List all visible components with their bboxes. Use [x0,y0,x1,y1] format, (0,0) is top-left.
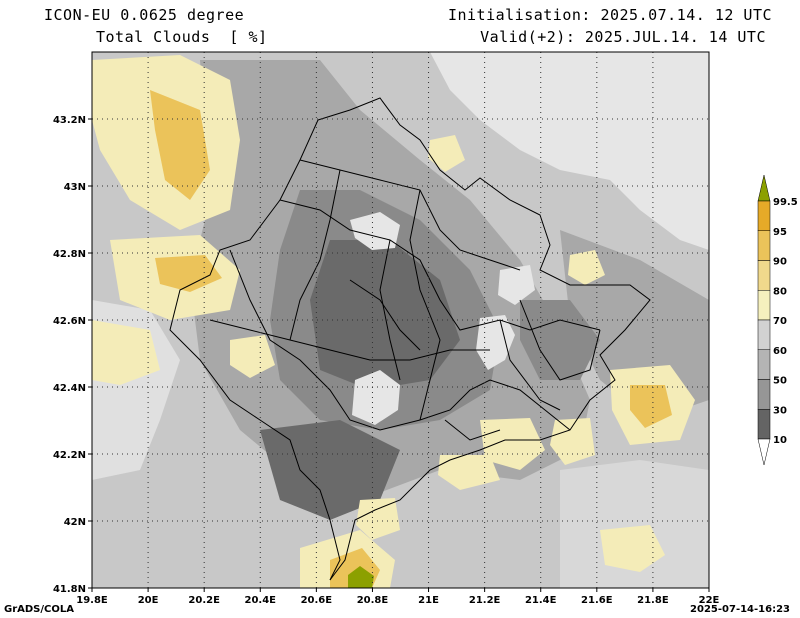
lon-tick-label: 21.4E [525,595,557,606]
colorbar-swatch [757,290,771,321]
lat-tick-label: 42.4N [53,383,86,394]
colorbar-label: 30 [773,405,787,416]
model-title: ICON-EU 0.0625 degree [44,6,245,24]
lat-tick-label: 42.6N [53,316,86,327]
lat-tick-label: 42.2N [53,450,86,461]
render-timestamp: 2025-07-14-16:23 [690,604,790,615]
colorbar-swatch [757,200,771,231]
lat-axis: 41.8N 42N 42.2N 42.4N 42.6N 42.8N 43N 43.2N [53,115,92,595]
lat-tick-label: 43.2N [53,115,86,126]
initialisation-time: Initialisation: 2025.07.14. 12 UTC [447,6,772,24]
software-credit: GrADS/COLA [4,604,74,615]
colorbar-swatch [757,230,771,261]
colorbar-label: 80 [773,286,787,297]
colorbar-swatch [757,260,771,291]
lon-tick-label: 21.8E [637,595,669,606]
lon-axis: 19.8E 20E 20.2E 20.4E 20.6E 20.8E 21E 21.2E 21.4… [76,588,720,606]
colorbar-max-triangle [757,174,771,202]
lon-tick-label: 20E [138,595,159,606]
colorbar-min-triangle [757,438,771,466]
lat-tick-label: 43N [64,182,86,193]
lon-tick-label: 20.2E [188,595,220,606]
lon-tick-label: 20.6E [301,595,333,606]
colorbar-swatch [757,319,771,350]
colorbar-legend: 99.5 95 90 80 70 60 50 30 10 [757,174,798,466]
colorbar-swatch [757,349,771,380]
lon-tick-label: 19.8E [76,595,108,606]
colorbar-label: 60 [773,346,787,357]
colorbar-label: 70 [773,316,787,327]
lon-tick-label: 22E [699,595,720,606]
lon-tick-label: 21.2E [469,595,501,606]
colorbar-label: 99.5 [773,197,798,208]
valid-time: Valid(+2): 2025.JUL.14. 14 UTC [480,28,766,46]
lon-tick-label: 21E [418,595,439,606]
lon-tick-label: 20.8E [357,595,389,606]
colorbar-label: 50 [773,376,787,387]
colorbar-swatch [757,379,771,410]
lon-tick-label: 21.6E [581,595,613,606]
lat-tick-label: 42N [64,517,86,528]
colorbar-swatch [757,409,771,440]
lon-tick-label: 20.4E [245,595,277,606]
colorbar-label: 95 [773,227,787,238]
lat-tick-label: 41.8N [53,584,86,595]
variable-title: Total Clouds [ %] [96,28,268,46]
cloud-field [92,52,709,588]
lat-tick-label: 42.8N [53,249,86,260]
colorbar-label: 10 [773,435,787,446]
colorbar-label: 90 [773,257,787,268]
